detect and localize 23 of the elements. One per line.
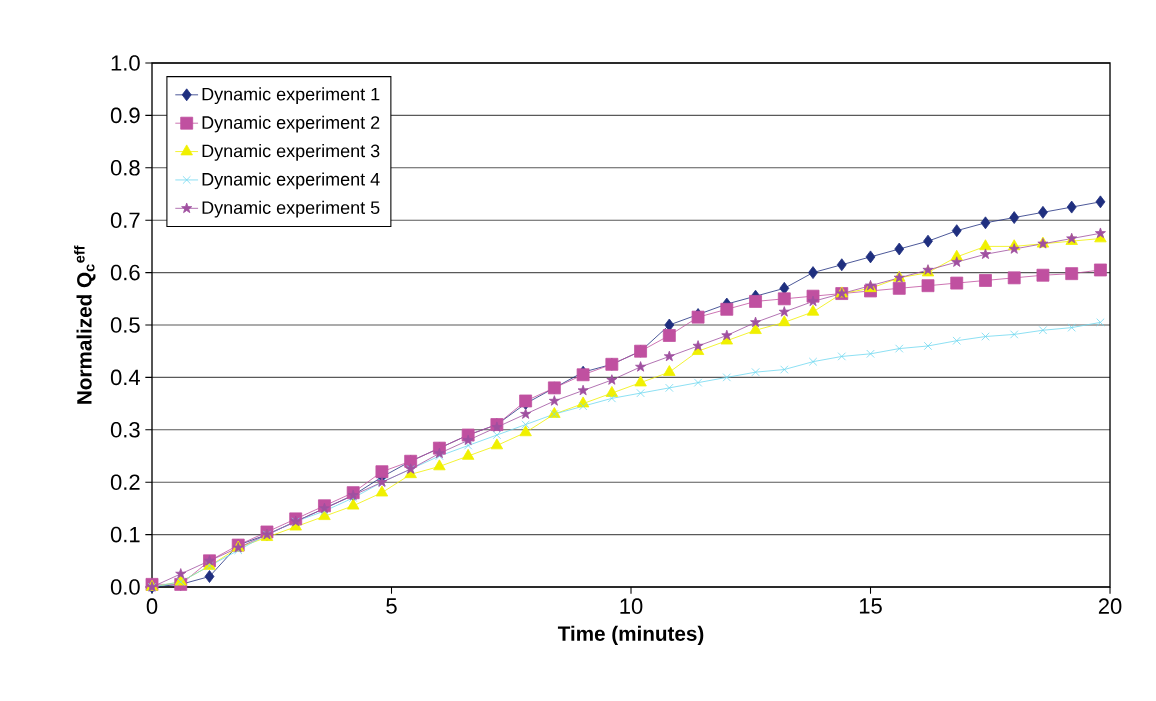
x-tick-label: 0 — [146, 598, 158, 614]
y-tick-label: 0.9 — [110, 107, 140, 124]
y-tick-label: 0.7 — [110, 212, 140, 228]
legend-label: Dynamic experiment 3 — [202, 144, 380, 161]
y-tick-label: 1.0 — [111, 55, 140, 71]
y-tick-label: 0.8 — [110, 160, 140, 176]
legend-label: Dynamic experiment 4 — [202, 172, 380, 190]
x-tick-label: 20 — [1098, 598, 1122, 614]
legend-label: Dynamic experiment 5 — [202, 200, 380, 218]
y-tick-label: 0.1 — [110, 526, 140, 543]
x-tick-label: 10 — [620, 598, 643, 614]
y-tick-label: 0.2 — [110, 474, 140, 490]
y-tick-label: 0.6 — [110, 264, 140, 281]
y-tick-label: 0.3 — [110, 422, 140, 438]
x-axis-title: Time (minutes) — [557, 625, 704, 646]
y-tick-label: 0.5 — [110, 317, 140, 333]
y-tick-label: 0.0 — [110, 579, 140, 595]
y-axis-title: Normalized Q$_{c}$eff — [74, 245, 96, 404]
x-tick-label: 5 — [386, 598, 397, 614]
legend-label: Dynamic experiment 2 — [202, 115, 380, 133]
x-tick-label: 15 — [859, 598, 882, 614]
legend-label: Dynamic experiment 1 — [202, 87, 380, 105]
y-tick-label: 0.4 — [110, 369, 140, 386]
